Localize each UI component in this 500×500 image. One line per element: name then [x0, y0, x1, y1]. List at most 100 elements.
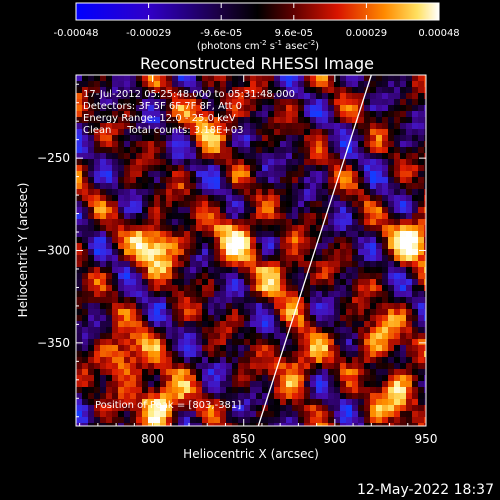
heatmap-cell — [298, 159, 304, 165]
heatmap-cell — [388, 159, 394, 165]
heatmap-cell — [106, 201, 112, 207]
heatmap-cell — [244, 261, 250, 267]
heatmap-cell — [262, 261, 268, 267]
heatmap-cell — [142, 213, 148, 219]
heatmap-cell — [178, 159, 184, 165]
heatmap-cell — [352, 213, 358, 219]
heatmap-cell — [298, 249, 304, 255]
heatmap-cell — [250, 399, 256, 405]
heatmap-cell — [100, 183, 106, 189]
heatmap-cell — [298, 297, 304, 303]
heatmap-cell — [352, 261, 358, 267]
heatmap-cell — [400, 141, 406, 147]
heatmap-cell — [382, 273, 388, 279]
heatmap-cell — [106, 255, 112, 261]
heatmap-cell — [328, 75, 334, 81]
heatmap-cell — [394, 357, 400, 363]
heatmap-cell — [142, 315, 148, 321]
heatmap-cell — [388, 279, 394, 285]
heatmap-cell — [286, 243, 292, 249]
heatmap-cell — [214, 393, 220, 399]
heatmap-cell — [214, 159, 220, 165]
heatmap-cell — [424, 129, 426, 135]
heatmap-cell — [298, 393, 304, 399]
heatmap-cell — [82, 381, 88, 387]
heatmap-cell — [106, 111, 112, 117]
heatmap-cell — [160, 249, 166, 255]
heatmap-cell — [112, 177, 118, 183]
heatmap-cell — [328, 399, 334, 405]
heatmap-cell — [214, 327, 220, 333]
heatmap-cell — [286, 93, 292, 99]
heatmap-cell — [202, 231, 208, 237]
heatmap-cell — [112, 171, 118, 177]
heatmap-cell — [304, 237, 310, 243]
heatmap-cell — [154, 129, 160, 135]
heatmap-cell — [82, 297, 88, 303]
heatmap-cell — [178, 273, 184, 279]
heatmap-cell — [82, 87, 88, 93]
heatmap-cell — [364, 243, 370, 249]
heatmap-cell — [262, 153, 268, 159]
heatmap-cell — [370, 267, 376, 273]
heatmap-cell — [100, 189, 106, 195]
heatmap-cell — [130, 195, 136, 201]
heatmap-cell — [340, 225, 346, 231]
heatmap-cell — [412, 315, 418, 321]
heatmap-cell — [262, 303, 268, 309]
heatmap-cell — [160, 351, 166, 357]
heatmap-cell — [76, 141, 82, 147]
heatmap-cell — [280, 255, 286, 261]
heatmap-cell — [154, 417, 160, 423]
heatmap-cell — [118, 285, 124, 291]
heatmap-cell — [124, 405, 130, 411]
heatmap-cell — [370, 261, 376, 267]
heatmap-cell — [382, 417, 388, 423]
heatmap-cell — [292, 225, 298, 231]
heatmap-cell — [280, 153, 286, 159]
heatmap-cell — [76, 159, 82, 165]
heatmap-cell — [160, 219, 166, 225]
heatmap-cell — [202, 93, 208, 99]
heatmap-cell — [364, 141, 370, 147]
heatmap-cell — [382, 111, 388, 117]
heatmap-cell — [400, 315, 406, 321]
heatmap-cell — [208, 117, 214, 123]
heatmap-cell — [268, 339, 274, 345]
heatmap-cell — [232, 345, 238, 351]
heatmap-cell — [250, 219, 256, 225]
heatmap-cell — [250, 339, 256, 345]
heatmap-cell — [220, 243, 226, 249]
heatmap-cell — [160, 177, 166, 183]
heatmap-cell — [322, 351, 328, 357]
heatmap-cell — [232, 285, 238, 291]
heatmap-cell — [160, 339, 166, 345]
heatmap-cell — [118, 351, 124, 357]
heatmap-cell — [298, 387, 304, 393]
heatmap-cell — [160, 345, 166, 351]
heatmap-cell — [166, 279, 172, 285]
heatmap-cell — [166, 381, 172, 387]
heatmap-cell — [424, 93, 426, 99]
heatmap-cell — [208, 249, 214, 255]
heatmap-cell — [190, 303, 196, 309]
heatmap-cell — [376, 315, 382, 321]
heatmap-cell — [130, 393, 136, 399]
heatmap-cell — [94, 363, 100, 369]
heatmap-cell — [142, 153, 148, 159]
heatmap-cell — [334, 411, 340, 417]
heatmap-cell — [358, 315, 364, 321]
heatmap-cell — [226, 201, 232, 207]
heatmap-cell — [76, 213, 82, 219]
heatmap-cell — [400, 219, 406, 225]
heatmap-cell — [100, 93, 106, 99]
heatmap-cell — [184, 291, 190, 297]
heatmap-cell — [196, 135, 202, 141]
heatmap-cell — [298, 123, 304, 129]
heatmap-cell — [202, 399, 208, 405]
heatmap-cell — [316, 423, 322, 426]
heatmap-cell — [280, 375, 286, 381]
heatmap-cell — [202, 321, 208, 327]
heatmap-cell — [82, 153, 88, 159]
heatmap-cell — [172, 201, 178, 207]
